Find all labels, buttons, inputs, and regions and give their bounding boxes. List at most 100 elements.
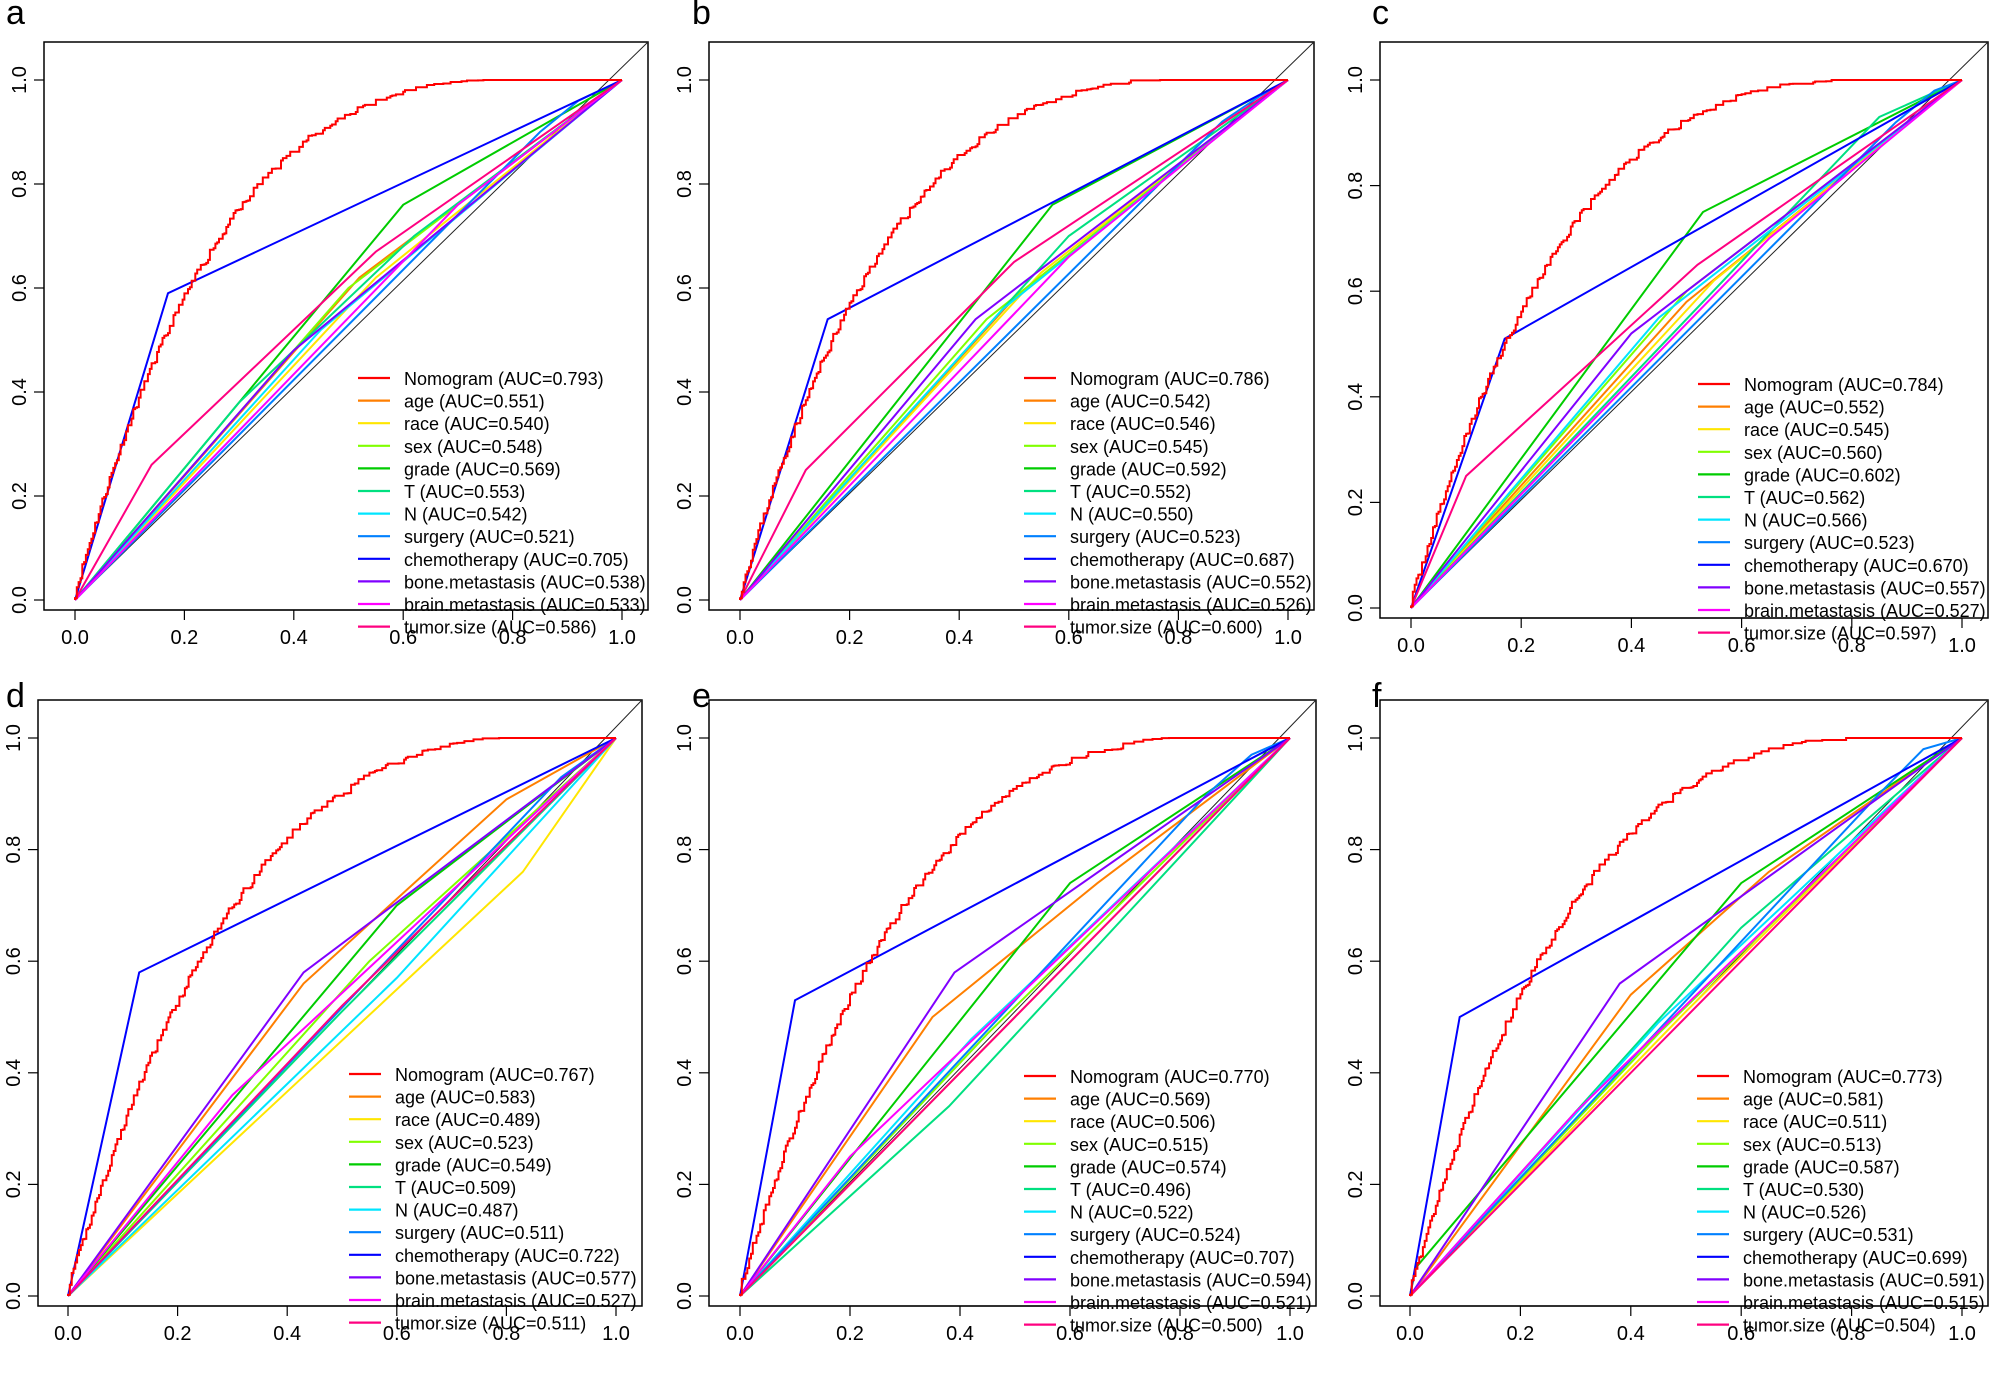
panel-label: c: [1372, 0, 1389, 32]
roc-line-N: [67, 737, 617, 1297]
y-tick-label: 0.8: [1345, 172, 1367, 200]
roc-line-chemotherapy: [739, 737, 1291, 1297]
roc-panel-a: a0.0 0.2 0.4 0.6 0.8 1.00.00.20.40.60.81.0Nom…: [6, 0, 649, 649]
roc-line-tumor-size: [739, 79, 1289, 601]
x-tick-label: 0.2: [1507, 635, 1535, 657]
roc-line-tumor-size: [1409, 737, 1963, 1297]
y-tick-label: 0.6: [674, 274, 696, 302]
legend-label: T (AUC=0.530): [1743, 1180, 1864, 1200]
y-tick-label: 0.0: [674, 1282, 696, 1310]
legend-label: tumor.size (AUC=0.597): [1744, 624, 1937, 644]
y-tick-label: 1.0: [1345, 724, 1367, 752]
y-tick-label: 1.0: [3, 724, 25, 752]
roc-line-tumor-size: [74, 79, 623, 601]
legend-label: brain.metastasis (AUC=0.526): [1070, 595, 1312, 615]
roc-line-race: [1409, 737, 1963, 1297]
x-tick-label: 0.2: [1506, 1323, 1534, 1345]
roc-line-grade: [1410, 79, 1963, 609]
x-tick-label: 0.0: [1397, 635, 1425, 657]
legend-label: T (AUC=0.552): [1070, 482, 1191, 502]
legend-label: chemotherapy (AUC=0.705): [404, 550, 629, 570]
x-tick-label: 1.0: [608, 627, 636, 649]
legend-label: brain.metastasis (AUC=0.533): [404, 595, 646, 615]
x-tick-label: 0.2: [836, 1323, 864, 1345]
legend-label: bone.metastasis (AUC=0.591): [1743, 1270, 1985, 1290]
roc-line-T: [739, 737, 1291, 1297]
legend-label: age (AUC=0.552): [1744, 398, 1885, 418]
legend-label: tumor.size (AUC=0.511): [395, 1314, 586, 1334]
roc-line-age: [739, 737, 1291, 1297]
y-tick-label: 0.2: [674, 1170, 696, 1198]
roc-line-bone-metastasis: [67, 737, 617, 1297]
roc-line-brain-metastasis: [739, 79, 1289, 601]
roc-line-race: [74, 79, 623, 601]
roc-line-grade: [74, 79, 623, 601]
legend-label: grade (AUC=0.574): [1070, 1157, 1227, 1177]
legend-label: grade (AUC=0.569): [404, 459, 561, 479]
legend-label: chemotherapy (AUC=0.699): [1743, 1248, 1968, 1268]
legend-label: race (AUC=0.506): [1070, 1112, 1216, 1132]
legend-label: surgery (AUC=0.521): [404, 527, 575, 547]
y-tick-label: 0.2: [9, 482, 31, 510]
roc-panel-e: e0.0 0.2 0.4 0.6 0.8 1.00.00.20.40.60.81.0Nom…: [674, 677, 1317, 1345]
legend-label: chemotherapy (AUC=0.687): [1070, 550, 1295, 570]
legend-label: bone.metastasis (AUC=0.577): [395, 1268, 637, 1288]
legend-label: surgery (AUC=0.524): [1070, 1225, 1241, 1245]
legend-label: Nomogram (AUC=0.784): [1744, 375, 1944, 395]
roc-line-surgery: [74, 79, 623, 601]
roc-line-age: [74, 79, 623, 601]
roc-line-T: [74, 79, 623, 601]
roc-line-chemotherapy: [67, 737, 617, 1297]
x-tick-label: 0.0: [54, 1323, 82, 1345]
x-tick-label: 0.6: [1055, 627, 1083, 649]
roc-line-chemotherapy: [1410, 79, 1963, 609]
legend-label: race (AUC=0.489): [395, 1110, 541, 1130]
y-tick-label: 0.8: [674, 836, 696, 864]
roc-line-Nomogram: [1409, 737, 1962, 1296]
roc-line-N: [74, 79, 623, 601]
legend-label: sex (AUC=0.548): [404, 437, 543, 457]
roc-line-tumor-size: [1410, 79, 1963, 609]
y-tick-label: 0.2: [674, 482, 696, 510]
y-tick-label: 0.0: [1345, 1282, 1367, 1310]
legend-label: brain.metastasis (AUC=0.527): [1744, 601, 1986, 621]
y-tick-label: 0.6: [9, 274, 31, 302]
legend-label: age (AUC=0.569): [1070, 1090, 1211, 1110]
y-tick-label: 0.6: [1345, 277, 1367, 305]
legend: Nomogram (AUC=0.786) age (AUC=0.542)race …: [1024, 369, 1312, 638]
y-tick-label: 0.4: [9, 378, 31, 406]
legend-label: tumor.size (AUC=0.504): [1743, 1316, 1936, 1336]
x-tick-label: 0.2: [164, 1323, 192, 1345]
legend-label: brain.metastasis (AUC=0.521): [1070, 1293, 1312, 1313]
diagonal-reference-line: [739, 699, 1317, 1297]
panel-label: e: [692, 677, 711, 715]
legend-label: race (AUC=0.546): [1070, 414, 1216, 434]
y-tick-label: 0.4: [3, 1059, 25, 1087]
legend-label: N (AUC=0.526): [1743, 1203, 1867, 1223]
y-tick-label: 0.8: [3, 836, 25, 864]
x-tick-label: 0.8: [1838, 635, 1866, 657]
x-tick-label: 0.8: [492, 1323, 520, 1345]
legend-label: T (AUC=0.562): [1744, 488, 1865, 508]
roc-line-chemotherapy: [74, 79, 623, 601]
x-tick-label: 0.6: [1056, 1323, 1084, 1345]
x-tick-label: 0.2: [836, 627, 864, 649]
roc-line-Nomogram: [67, 737, 616, 1296]
roc-line-Nomogram: [74, 79, 622, 600]
roc-line-T: [1410, 79, 1963, 609]
legend-label: surgery (AUC=0.523): [1070, 527, 1241, 547]
x-tick-label: 0.8: [499, 627, 527, 649]
legend: Nomogram (AUC=0.784) age (AUC=0.552)race …: [1698, 375, 1986, 644]
roc-line-race: [67, 737, 617, 1297]
x-tick-label: 0.6: [383, 1323, 411, 1345]
panel-label: b: [692, 0, 711, 32]
y-tick-label: 0.2: [3, 1170, 25, 1198]
x-tick-label: 0.0: [1396, 1323, 1424, 1345]
roc-line-N: [1410, 79, 1963, 609]
roc-line-grade: [67, 737, 617, 1297]
legend: Nomogram (AUC=0.770) age (AUC=0.569)race …: [1024, 1067, 1312, 1336]
roc-line-bone-metastasis: [74, 79, 623, 601]
roc-line-bone-metastasis: [1410, 79, 1963, 609]
legend-label: Nomogram (AUC=0.786): [1070, 369, 1270, 389]
roc-line-surgery: [67, 737, 617, 1297]
